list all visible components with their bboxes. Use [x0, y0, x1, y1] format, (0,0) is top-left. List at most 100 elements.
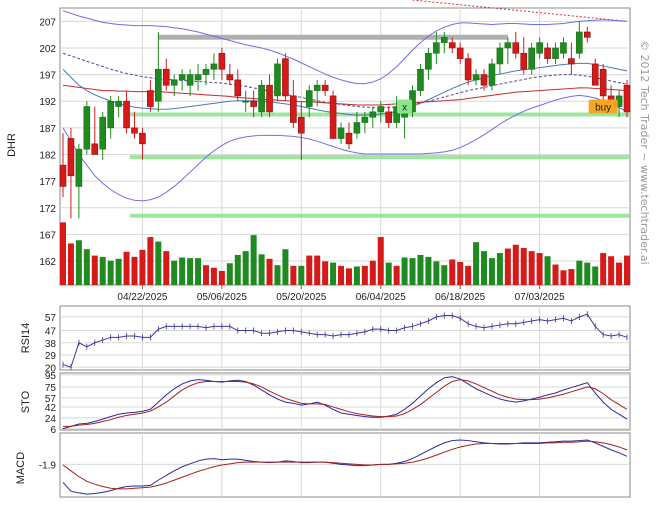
candle-body	[472, 74, 480, 81]
sto-tick-label: 95	[45, 371, 57, 382]
sto-tick-label: 75	[45, 383, 57, 394]
price-tick-label: 197	[39, 71, 56, 82]
volume-bar	[536, 253, 543, 285]
volume-bar	[147, 237, 154, 285]
sto-tick-label: 24	[45, 414, 57, 425]
volume-bar	[425, 256, 432, 285]
candle-body	[552, 47, 559, 59]
volume-bar	[338, 265, 345, 285]
sto-frame	[59, 372, 631, 431]
volume-bar	[441, 265, 448, 285]
sto-line-1	[62, 376, 628, 430]
candle-body	[528, 47, 535, 70]
volume-bar	[322, 261, 329, 285]
candle-body	[313, 84, 321, 91]
candle-body	[59, 164, 67, 187]
macd-tick-label: -1.9	[39, 460, 57, 471]
volume-bar	[481, 251, 488, 285]
price-tick-label: 202	[39, 44, 56, 55]
candle-body	[361, 116, 369, 123]
volume-bar	[457, 261, 464, 285]
volume-bar	[266, 258, 273, 285]
candle-body	[242, 100, 250, 103]
volume-bar	[179, 257, 186, 285]
candle-body	[393, 106, 400, 123]
volume-bar	[163, 251, 170, 285]
candle-body	[155, 68, 162, 102]
volume-bar	[377, 237, 384, 285]
candle-body	[67, 138, 75, 177]
volume-bar	[171, 260, 178, 285]
candle-body	[178, 74, 186, 81]
volume-bar	[520, 247, 527, 285]
sto-line-2	[63, 379, 628, 427]
volume-bar	[306, 255, 313, 285]
volume-bar	[99, 256, 106, 285]
candle-body	[162, 68, 170, 86]
candle-body	[560, 42, 567, 54]
candle-body	[115, 100, 122, 107]
rsi-tick-label: 20	[45, 363, 57, 374]
volume-bar	[393, 265, 400, 285]
volume-bar	[608, 256, 615, 285]
candle-body	[131, 127, 138, 134]
volume-bar	[250, 235, 257, 285]
sto-tick-label: 57	[45, 394, 57, 405]
volume-bar	[131, 256, 138, 285]
volume-bar	[465, 265, 472, 285]
volume-bar	[552, 264, 559, 285]
volume-bar	[345, 268, 352, 285]
volume-bar	[361, 265, 368, 285]
volume-bar	[544, 256, 551, 285]
candle-body	[599, 68, 607, 97]
volume-bar	[226, 263, 233, 285]
candle-body	[329, 95, 337, 139]
price-tick-label: 172	[39, 204, 56, 215]
bollinger-lower-line	[62, 94, 628, 202]
volume-bar	[123, 251, 130, 285]
candle-body	[369, 111, 377, 118]
volume-bar	[139, 249, 146, 285]
volume-bar	[385, 262, 392, 285]
candle-body	[568, 58, 575, 65]
volume-bar	[433, 261, 440, 285]
volume-bar	[83, 249, 90, 285]
rsi-axis-label: RSI14	[20, 323, 32, 354]
candle-body	[464, 58, 472, 81]
volume-bar	[67, 243, 74, 285]
volume-bar	[488, 258, 495, 285]
sto-tick-label: 6	[50, 425, 56, 436]
candle-body	[504, 42, 512, 49]
candle-body	[623, 84, 631, 113]
sto-axis-label: STO	[20, 390, 32, 413]
macd-line-2	[62, 440, 628, 490]
candle-body	[305, 90, 313, 107]
price-tick-label: 207	[39, 17, 56, 28]
volume-bar	[417, 254, 424, 285]
price-tick-label: 192	[39, 97, 56, 108]
annotation-buy-marker	[588, 99, 618, 114]
volume-bar	[210, 267, 217, 285]
volume-bar	[624, 255, 630, 285]
date-tick-label: 07/03/2025	[515, 292, 565, 303]
rsi-tick-label: 57	[45, 313, 57, 324]
rsi-tick-label: 29	[45, 351, 57, 362]
volume-bar	[298, 265, 305, 285]
price-axis-label: DHR	[6, 133, 18, 157]
volume-bar	[282, 249, 289, 285]
candle-body	[226, 74, 234, 81]
candle-body	[218, 52, 226, 70]
volume-bar	[369, 260, 376, 285]
candle-body	[107, 100, 114, 129]
volume-bar	[504, 248, 511, 285]
trend-line	[412, 0, 628, 22]
candle-body	[170, 79, 178, 86]
candle-body	[290, 95, 297, 123]
bollinger-upper-line	[62, 10, 628, 85]
volume-bar	[258, 254, 265, 285]
date-tick-label: 06/18/2025	[435, 292, 485, 303]
volume-bar	[91, 255, 98, 285]
candle-body	[440, 36, 448, 43]
volume-bar	[75, 240, 82, 285]
